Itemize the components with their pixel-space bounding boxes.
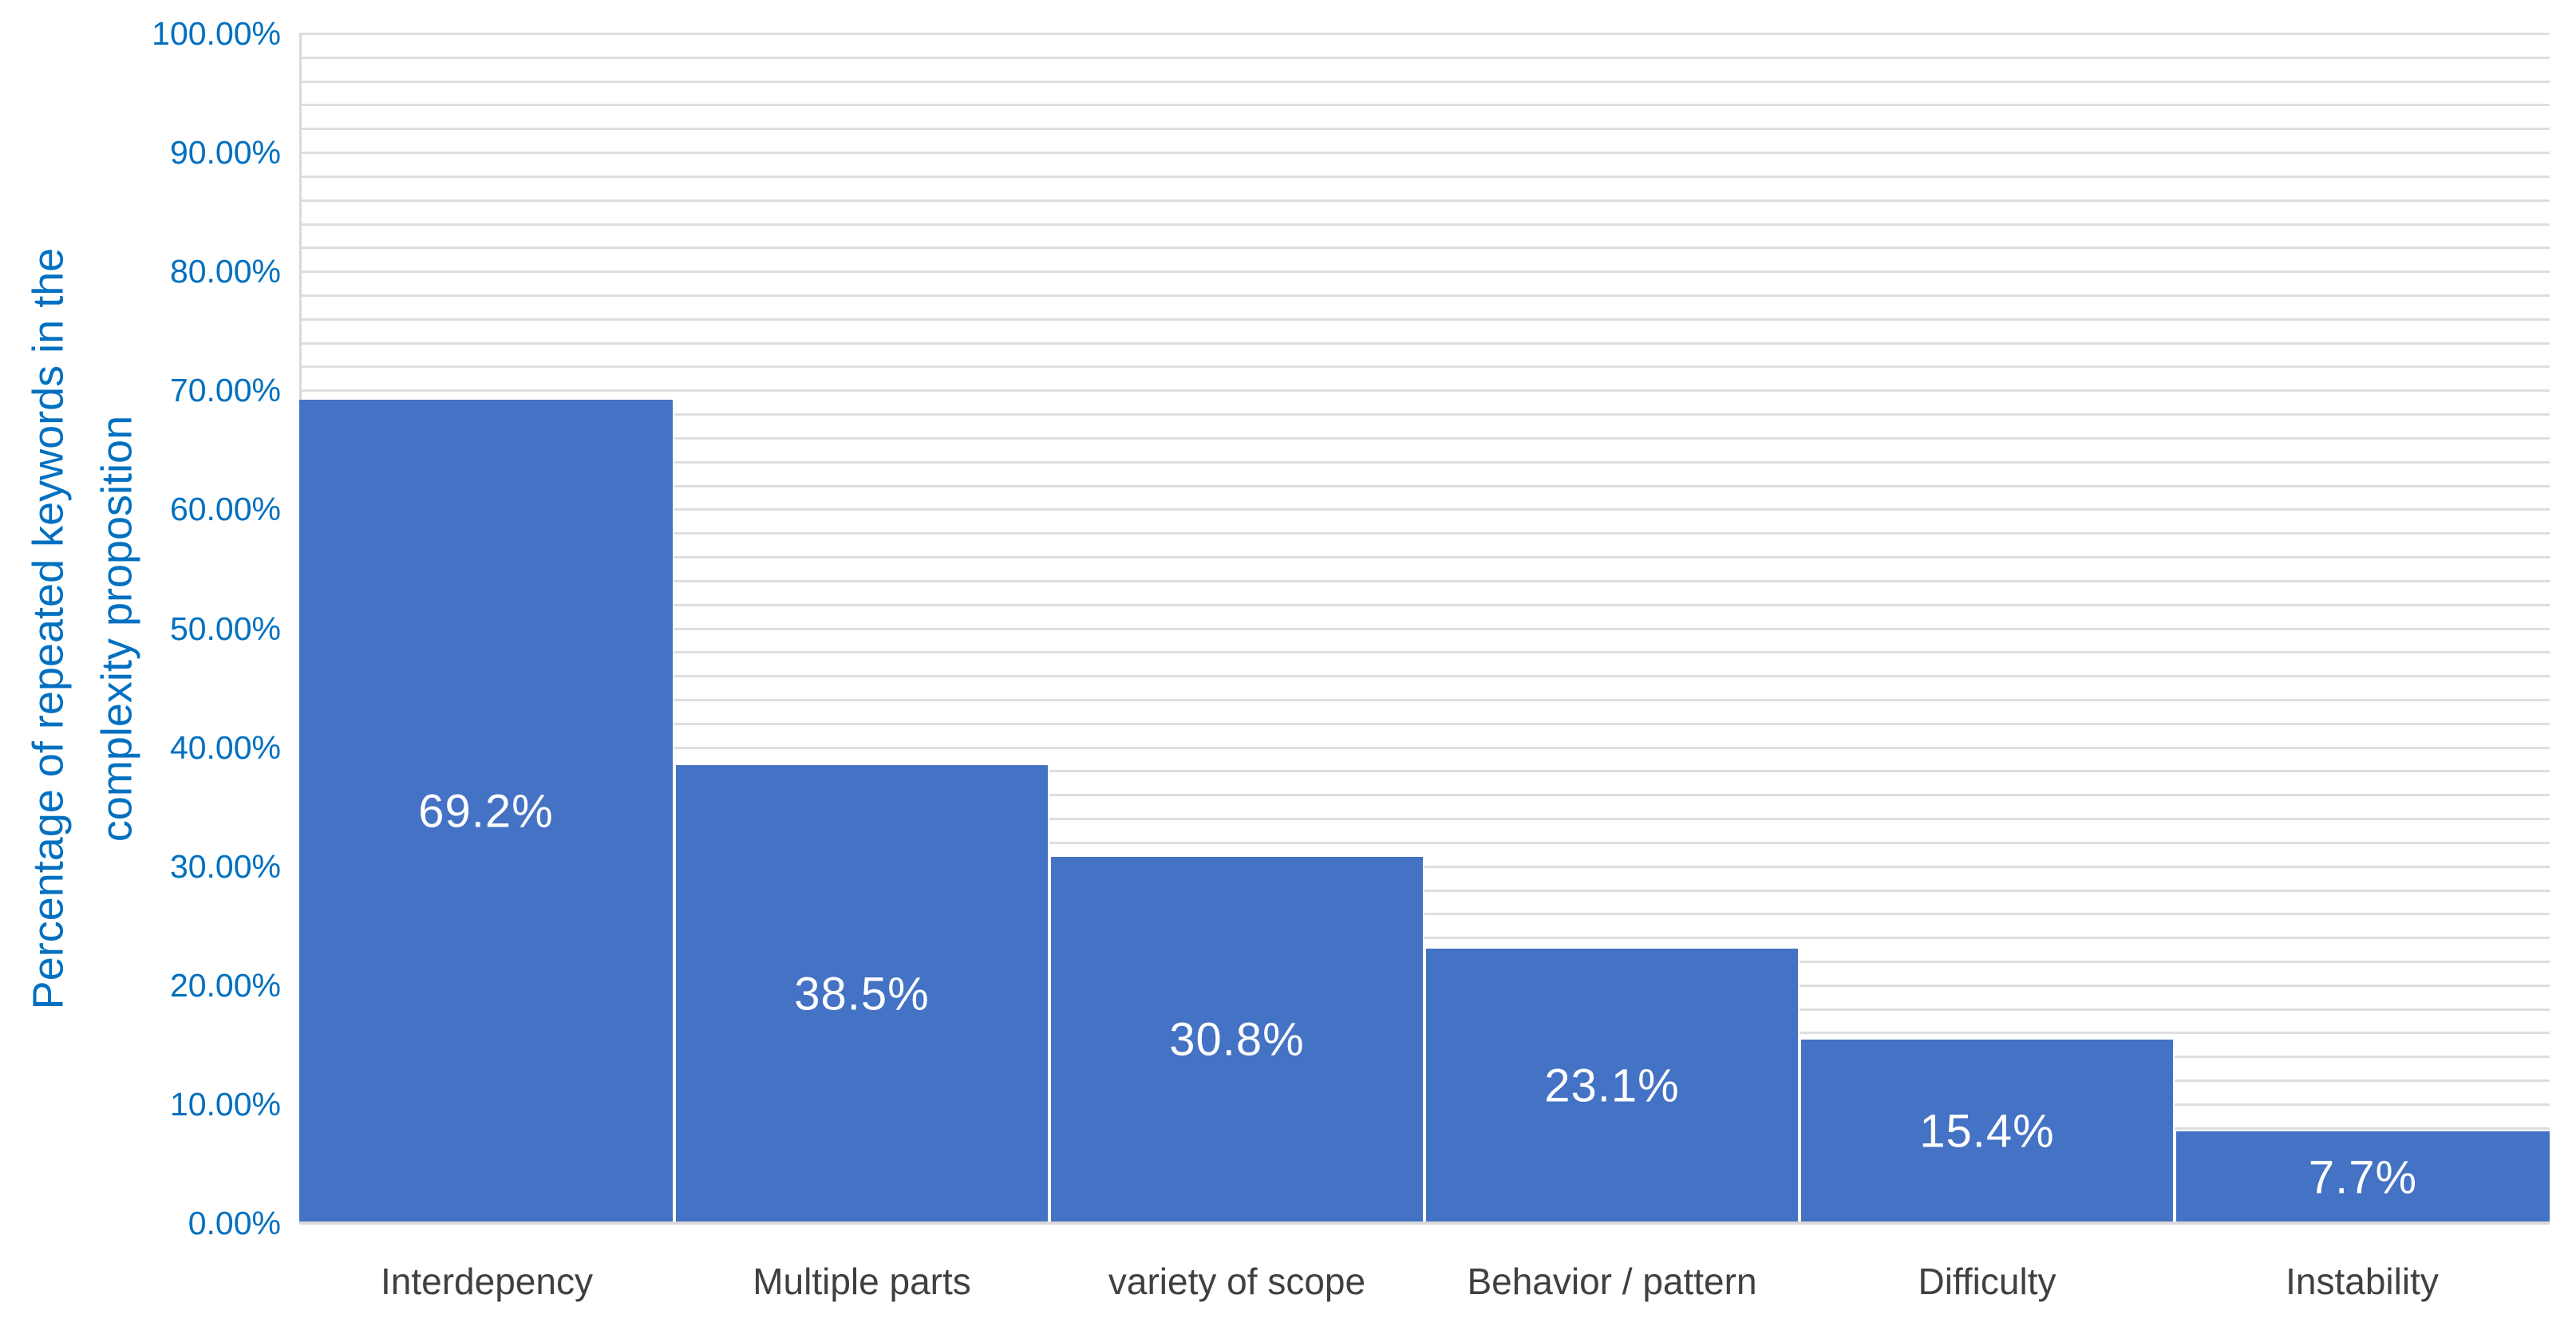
minor-gridline xyxy=(299,913,2550,916)
y-tick-label: 30.00% xyxy=(169,847,281,885)
x-category-label: Interdepency xyxy=(381,1261,593,1302)
y-tick-label: 100.00% xyxy=(152,15,281,52)
minor-gridline xyxy=(299,651,2550,654)
y-tick-label: 80.00% xyxy=(169,253,281,290)
x-category-label: Behavior / pattern xyxy=(1467,1261,1757,1302)
major-gridline xyxy=(299,270,2550,274)
minor-gridline xyxy=(299,80,2550,83)
minor-gridline xyxy=(299,484,2550,487)
bar-difficulty: 15.4% xyxy=(1800,1040,2175,1223)
minor-gridline xyxy=(299,318,2550,321)
minor-gridline xyxy=(299,818,2550,821)
bar-data-label: 23.1% xyxy=(1544,1060,1680,1112)
y-tick-label: 70.00% xyxy=(169,372,281,409)
x-category-label: Multiple parts xyxy=(753,1261,971,1302)
minor-gridline xyxy=(299,556,2550,559)
minor-gridline xyxy=(299,579,2550,582)
bar-data-label: 7.7% xyxy=(2308,1151,2418,1204)
y-tick-label: 40.00% xyxy=(169,728,281,766)
minor-gridline xyxy=(299,722,2550,725)
major-gridline xyxy=(299,627,2550,630)
major-gridline xyxy=(299,865,2550,868)
minor-gridline xyxy=(299,341,2550,345)
minor-gridline xyxy=(299,603,2550,606)
minor-gridline xyxy=(299,223,2550,226)
y-tick-label: 10.00% xyxy=(169,1085,281,1123)
bar-data-label: 69.2% xyxy=(418,785,554,838)
bar-variety-of-scope: 30.8% xyxy=(1049,856,1424,1223)
bar-data-label: 30.8% xyxy=(1169,1013,1305,1066)
x-category-label: Difficulty xyxy=(1918,1261,2056,1302)
y-tick-label: 20.00% xyxy=(169,966,281,1004)
x-category-label: Instability xyxy=(2286,1261,2439,1302)
y-tick-label: 0.00% xyxy=(188,1205,281,1241)
major-gridline xyxy=(299,33,2550,35)
bar-data-label: 38.5% xyxy=(794,968,930,1020)
minor-gridline xyxy=(299,794,2550,797)
x-axis-line xyxy=(299,1221,2550,1224)
minor-gridline xyxy=(299,175,2550,178)
minor-gridline xyxy=(299,199,2550,202)
minor-gridline xyxy=(299,889,2550,892)
minor-gridline xyxy=(299,365,2550,369)
major-gridline xyxy=(299,746,2550,749)
y-tick-label: 50.00% xyxy=(169,610,281,647)
minor-gridline xyxy=(299,294,2550,298)
bar-data-label: 15.4% xyxy=(1919,1105,2055,1158)
bar-interdepency: 69.2% xyxy=(299,400,674,1223)
plot-area: 69.2% 38.5% 30.8% 23.1% 15.4% 7.7% xyxy=(299,33,2550,1225)
minor-gridline xyxy=(299,460,2550,464)
bar-multiple-parts: 38.5% xyxy=(674,764,1049,1223)
minor-gridline xyxy=(299,698,2550,701)
y-tick-label: 60.00% xyxy=(169,491,281,528)
minor-gridline xyxy=(299,104,2550,107)
minor-gridline xyxy=(299,675,2550,678)
major-gridline xyxy=(299,508,2550,511)
minor-gridline xyxy=(299,247,2550,250)
minor-gridline xyxy=(299,770,2550,773)
minor-gridline xyxy=(299,128,2550,131)
minor-gridline xyxy=(299,532,2550,535)
x-category-label: variety of scope xyxy=(1108,1261,1366,1302)
minor-gridline xyxy=(299,841,2550,844)
minor-gridline xyxy=(299,436,2550,440)
bar-instability: 7.7% xyxy=(2175,1131,2550,1223)
major-gridline xyxy=(299,389,2550,393)
y-tick-label: 90.00% xyxy=(169,134,281,172)
minor-gridline xyxy=(299,56,2550,59)
minor-gridline xyxy=(299,413,2550,416)
bar-behavior-pattern: 23.1% xyxy=(1424,948,1800,1223)
minor-gridline xyxy=(299,937,2550,940)
major-gridline xyxy=(299,152,2550,155)
